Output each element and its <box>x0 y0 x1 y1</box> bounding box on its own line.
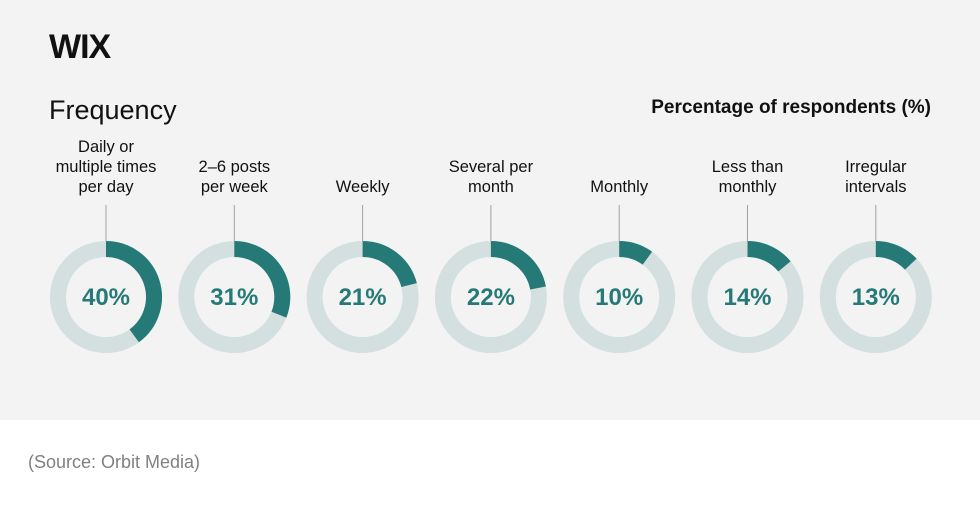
value-label: 31% <box>210 284 258 311</box>
chart-title: Frequency <box>49 95 177 125</box>
donut-value-arc <box>490 241 546 290</box>
donut-value-arc <box>747 241 791 272</box>
donut-3: 22% <box>434 205 547 353</box>
category-label: Several per month <box>448 158 534 196</box>
donut-4: 10% <box>563 205 676 353</box>
category-label: Less than monthly <box>711 158 784 196</box>
donut-2: 21% <box>306 205 419 353</box>
value-label: 13% <box>852 284 900 311</box>
donut-value-arc <box>618 241 653 265</box>
chart-panel: WIX Frequency Percentage of respondents … <box>0 0 980 420</box>
value-label: 40% <box>82 284 130 311</box>
value-label: 21% <box>339 284 387 311</box>
category-label: Irregular intervals <box>845 158 907 196</box>
donut-5: 14% <box>691 205 804 353</box>
donut-chart-set: 40% 31% 21% 22% 10% 14% 13% <box>50 205 932 353</box>
donut-value-arc <box>105 241 162 343</box>
donut-value-arc <box>362 241 417 288</box>
category-label: Weekly <box>335 178 390 196</box>
y-axis-label: Percentage of respondents (%) <box>651 97 931 118</box>
value-label: 22% <box>467 284 515 311</box>
donut-1: 31% <box>178 205 291 353</box>
category-label: Daily or multiple times per day <box>55 138 157 196</box>
donut-6: 13% <box>819 205 932 353</box>
donut-value-arc <box>233 241 291 318</box>
wix-logo: WIX <box>49 28 111 66</box>
category-label: Monthly <box>590 178 649 196</box>
donut-value-arc <box>875 241 917 270</box>
donut-0: 40% <box>50 205 162 353</box>
value-label: 14% <box>723 284 771 311</box>
category-label: 2–6 posts per week <box>198 158 271 196</box>
value-label: 10% <box>595 284 643 311</box>
source-note: (Source: Orbit Media) <box>28 452 201 472</box>
